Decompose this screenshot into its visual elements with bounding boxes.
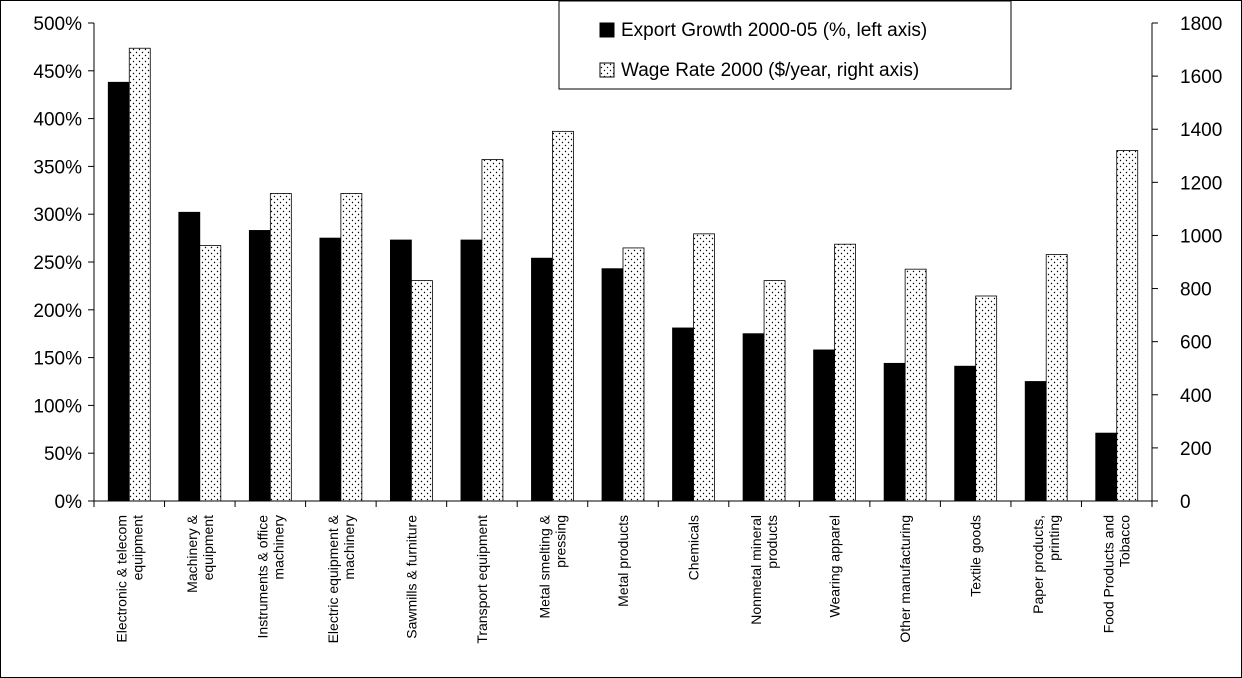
legend-label-export-growth: Export Growth 2000-05 (%, left axis)	[621, 20, 927, 41]
y-left-tick-label: 400%	[33, 110, 82, 131]
bar-export-growth	[954, 365, 977, 502]
plot-area: 0% 50% 100% 150% 200% 250% 300% 350% 400% 450% 500…	[33, 14, 1222, 644]
x-tick-label-line: Machinery &	[184, 514, 200, 592]
bar-wage-rate	[340, 193, 363, 502]
bar-export-growth	[813, 349, 835, 502]
x-tick-label: Nonmetal mineral products	[748, 515, 780, 625]
y-left-tick-label: 450%	[33, 62, 82, 83]
x-tick-label: Chemicals	[686, 515, 702, 580]
x-tick-label-line: printing	[1046, 515, 1062, 561]
x-tick-label-line: pressing	[552, 515, 568, 568]
x-tick-label-line: Electronic & telecom	[113, 515, 129, 643]
bar-export-growth	[672, 327, 694, 502]
x-tick-label-line: equipment	[200, 515, 216, 580]
x-tick-label-line: Food Products and	[1101, 515, 1117, 633]
bar-wage-rate	[481, 159, 504, 502]
bar-export-growth	[319, 237, 342, 502]
y-right-tick-label: 800	[1180, 280, 1212, 301]
x-tick-label: Machinery & equipment	[184, 514, 216, 592]
legend-label-wage-rate: Wage Rate 2000 ($/year, right axis)	[621, 60, 919, 81]
x-tick-label-line: Instruments & office	[254, 515, 270, 639]
x-tick-label: Paper products, printing	[1030, 515, 1062, 614]
y-left-tick-label: 50%	[44, 444, 82, 465]
y-right-tick-label: 1600	[1180, 67, 1222, 88]
bar-export-growth	[531, 257, 553, 502]
y-left-tick-label: 500%	[33, 14, 82, 35]
x-tick-label-line: Textile goods	[968, 515, 984, 597]
bar-export-growth	[601, 268, 624, 502]
bar-wage-rate	[128, 47, 151, 502]
bar-wage-rate	[622, 247, 645, 502]
bar-export-growth	[389, 239, 412, 502]
x-tick-label: Other manufacturing	[897, 515, 913, 643]
x-tick-label: Metal smelting & pressing	[536, 514, 568, 618]
bar-wage-rate	[1116, 150, 1139, 502]
x-tick-label: Electronic & telecom equipment	[113, 515, 145, 643]
bar-wage-rate	[834, 243, 856, 502]
legend-swatch-export-growth	[599, 22, 615, 38]
x-tick-label-line: machinery	[270, 515, 286, 580]
y-left-tick-label: 250%	[33, 253, 82, 274]
x-tick-label: Food Products and Tobacco	[1101, 515, 1133, 633]
x-tick-label-line: equipment	[129, 515, 145, 580]
x-tick-label: Sawmills & furniture	[403, 515, 419, 639]
x-tick-label-line: Nonmetal mineral	[748, 515, 764, 625]
bar-export-growth	[1095, 432, 1118, 502]
bar-export-growth	[883, 362, 906, 502]
bar-wage-rate	[1045, 254, 1068, 502]
x-tick-label-line: Metal smelting &	[536, 514, 552, 618]
x-tick-label-line: Tobacco	[1117, 515, 1133, 567]
x-tick-label-line: Other manufacturing	[897, 515, 913, 643]
x-tick-label: Wearing apparel	[827, 515, 843, 617]
y-right-tick-label: 0	[1180, 492, 1191, 513]
y-right-tick-label: 400	[1180, 386, 1212, 407]
y-right-tick-label: 1200	[1180, 173, 1222, 194]
x-tick-label: Electric equipment & machinery	[325, 514, 357, 643]
x-tick-label-line: Wearing apparel	[827, 515, 843, 617]
bar-wage-rate	[552, 130, 574, 502]
bar-export-growth	[1024, 381, 1047, 502]
x-tick-label-line: Chemicals	[686, 515, 702, 580]
y-left-tick-label: 100%	[33, 396, 82, 417]
legend-box	[558, 0, 1012, 90]
x-tick-label-line: Electric equipment &	[325, 514, 341, 643]
x-tick-label-line: Sawmills & furniture	[403, 515, 419, 639]
bar-wage-rate	[693, 233, 715, 502]
y-left-tick-label: 200%	[33, 301, 82, 322]
bar-wage-rate	[269, 193, 292, 502]
x-tick-label: Metal products	[615, 515, 631, 607]
bar-wage-rate	[904, 268, 927, 502]
y-right-tick-label: 1800	[1180, 14, 1222, 35]
y-right-tick-label: 200	[1180, 439, 1212, 460]
x-tick-label: Instruments & office machinery	[254, 515, 286, 639]
bar-export-growth	[107, 81, 130, 502]
y-left-tick-label: 0%	[55, 492, 83, 513]
bar-wage-rate	[199, 245, 222, 502]
bar-wage-rate	[975, 295, 998, 502]
x-tick-label-line: products	[764, 515, 780, 569]
bar-export-growth	[742, 333, 765, 502]
y-right-tick-label: 600	[1180, 333, 1212, 354]
bar-wage-rate	[410, 280, 433, 502]
x-tick-label-line: Transport equipment	[474, 515, 490, 644]
legend-swatch-wage-rate	[599, 62, 615, 78]
legend: Export Growth 2000-05 (%, left axis) Wage…	[558, 0, 1012, 90]
y-left-tick-label: 350%	[33, 157, 82, 178]
bar-export-growth	[178, 211, 201, 502]
y-left-tick-label: 150%	[33, 349, 82, 370]
y-right-tick-label: 1400	[1180, 120, 1222, 141]
x-tick-label-line: Metal products	[615, 515, 631, 607]
bar-wage-rate	[763, 280, 786, 502]
x-tick-label-line: Paper products,	[1030, 515, 1046, 614]
x-tick-label: Textile goods	[968, 515, 984, 597]
x-tick-label: Transport equipment	[474, 515, 490, 644]
y-right-tick-label: 1000	[1180, 226, 1222, 247]
bar-export-growth	[460, 239, 483, 502]
bar-export-growth	[248, 230, 271, 502]
y-left-tick-label: 300%	[33, 205, 82, 226]
x-tick-label-line: machinery	[341, 515, 357, 580]
